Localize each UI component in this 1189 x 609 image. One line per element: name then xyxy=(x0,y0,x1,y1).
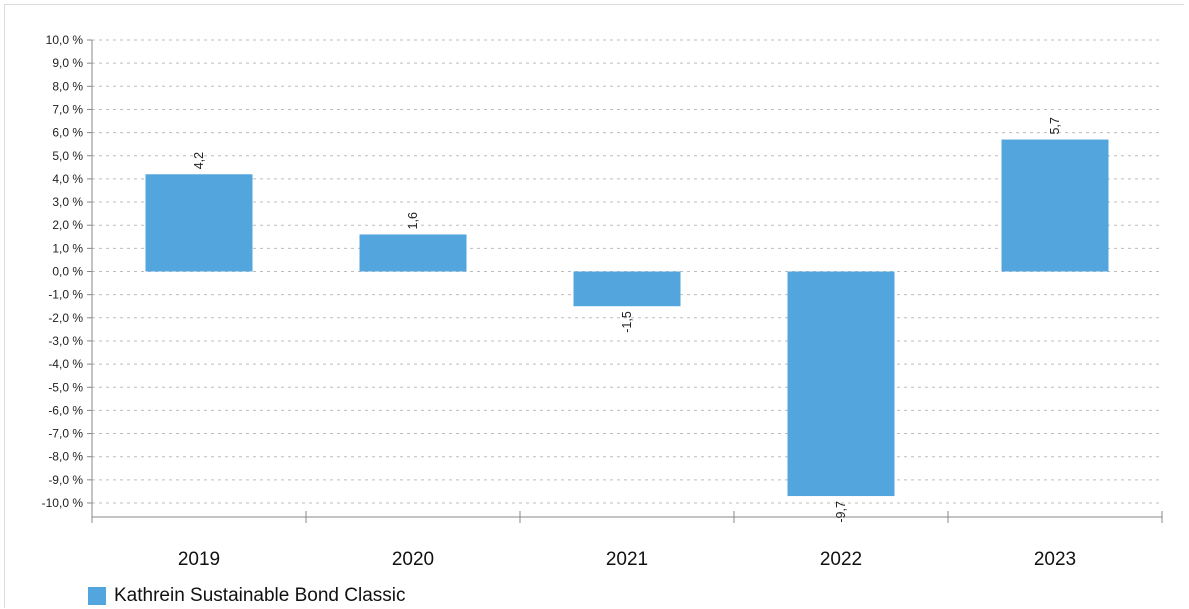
y-tick-label: -1,0 % xyxy=(48,288,83,302)
data-label: -9,7 xyxy=(834,501,848,523)
y-tick-label: 8,0 % xyxy=(52,79,83,93)
y-tick-label: 9,0 % xyxy=(52,56,83,70)
y-tick-label: 5,0 % xyxy=(52,149,83,163)
y-tick-label: 3,0 % xyxy=(52,195,83,209)
data-label: 4,2 xyxy=(192,152,206,169)
y-tick-label: 4,0 % xyxy=(52,172,83,186)
x-axis: 2019 2020 2021 2022 2023 xyxy=(91,511,1163,570)
y-tick-label: -5,0 % xyxy=(48,380,83,394)
data-label: 1,6 xyxy=(406,212,420,229)
bar xyxy=(1001,139,1109,272)
y-tick-label: -8,0 % xyxy=(48,450,83,464)
x-tick-label: 2021 xyxy=(606,549,648,570)
y-tick-label: -9,0 % xyxy=(48,473,83,487)
y-tick-label: -7,0 % xyxy=(48,427,83,441)
y-tick-label: -4,0 % xyxy=(48,357,83,371)
legend-label: Kathrein Sustainable Bond Classic xyxy=(114,585,406,606)
grid-lines xyxy=(92,39,1162,504)
y-tick-label: -3,0 % xyxy=(48,334,83,348)
y-tick-label: -10,0 % xyxy=(42,496,84,510)
legend-swatch xyxy=(88,587,106,605)
y-tick-label: 2,0 % xyxy=(52,218,83,232)
x-tick-label: 2020 xyxy=(392,549,434,570)
y-tick-label: -6,0 % xyxy=(48,403,83,417)
data-label: 5,7 xyxy=(1048,117,1062,134)
y-tick-label: 6,0 % xyxy=(52,126,83,140)
y-axis: 10,0 % 9,0 % 8,0 % 7,0 % 6,0 % 5,0 % 4,0 % 3,0 … xyxy=(42,33,93,517)
bars xyxy=(145,139,1109,497)
y-tick-label: 7,0 % xyxy=(52,102,83,116)
y-tick-label: 0,0 % xyxy=(52,265,83,279)
y-tick-label: 1,0 % xyxy=(52,241,83,255)
data-labels: 4,2 1,6 -1,5 -9,7 5,7 xyxy=(192,117,1062,522)
bar xyxy=(787,271,895,497)
bar xyxy=(145,174,253,272)
y-tick-label: 10,0 % xyxy=(46,33,84,47)
x-tick-label: 2022 xyxy=(820,549,862,570)
chart-frame xyxy=(4,4,1184,608)
y-tick-label: -2,0 % xyxy=(48,311,83,325)
legend: Kathrein Sustainable Bond Classic xyxy=(88,585,406,607)
data-label: -1,5 xyxy=(620,311,634,333)
x-tick-label: 2023 xyxy=(1034,549,1076,570)
x-tick-label: 2019 xyxy=(178,549,220,570)
bar xyxy=(573,271,681,307)
bar xyxy=(359,234,467,272)
